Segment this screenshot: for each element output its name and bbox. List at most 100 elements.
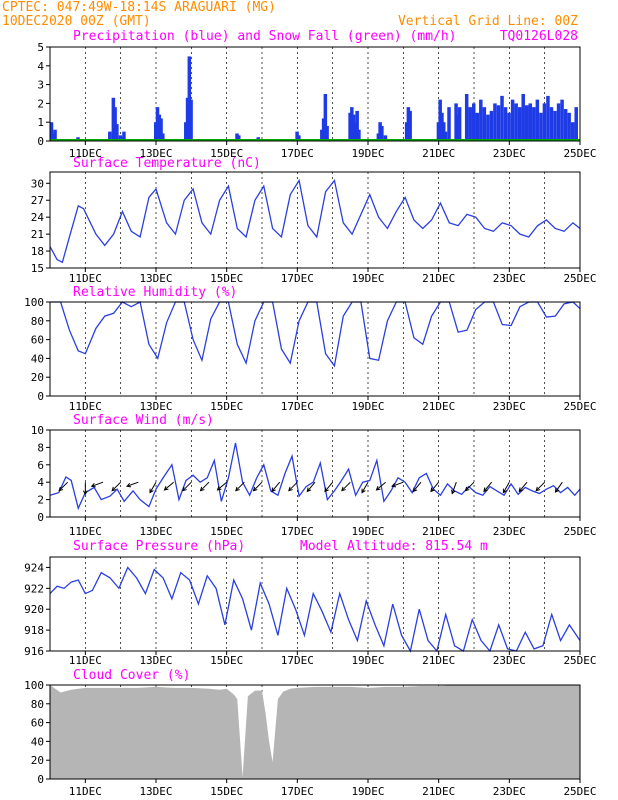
y-tick-label: 20: [31, 371, 44, 384]
x-tick-label: 17DEC: [281, 785, 314, 798]
y-tick-label: 60: [31, 717, 44, 730]
precip-bar: [539, 112, 543, 141]
x-tick-label: 15DEC: [210, 785, 243, 798]
x-tick-label: 25DEC: [563, 785, 596, 798]
wind-arrow-head: [111, 486, 117, 492]
precip-bar: [556, 103, 561, 141]
x-tick-label: 25DEC: [563, 147, 596, 160]
wind-arrow-head: [252, 486, 258, 492]
precip-bar: [108, 131, 112, 141]
precip-bar: [348, 112, 352, 141]
x-tick-label: 15DEC: [210, 147, 243, 160]
y-tick-label: 0: [37, 773, 44, 786]
wind-arrow: [111, 481, 122, 492]
wind-arrow: [288, 481, 298, 492]
wind-arrow-head: [502, 488, 508, 494]
wind-arrow-head: [412, 487, 418, 493]
y-tick-label: 80: [31, 698, 44, 711]
y-tick-label: 922: [24, 582, 44, 595]
x-tick-label: 17DEC: [281, 525, 314, 538]
model-code: TQ0126L028: [500, 29, 578, 44]
wind-arrow-head: [90, 482, 96, 488]
x-tick-label: 13DEC: [139, 785, 172, 798]
series-line: [50, 301, 581, 368]
x-tick-label: 19DEC: [351, 272, 384, 285]
panel-frame: [49, 46, 581, 142]
y-tick-label: 8: [37, 441, 44, 454]
precip-bar: [53, 129, 57, 141]
precip-bar: [521, 94, 525, 141]
panel-title: Surface Pressure (hPa): [73, 539, 245, 554]
x-tick-label: 13DEC: [139, 400, 172, 413]
x-tick-label: 11DEC: [69, 654, 102, 667]
y-tick-label: 80: [31, 315, 44, 328]
x-tick-label: 13DEC: [139, 272, 172, 285]
x-tick-label: 25DEC: [563, 525, 596, 538]
wind-arrow: [391, 481, 404, 487]
panel-frame: [49, 684, 581, 780]
precip-bar: [154, 122, 158, 141]
y-tick-label: 100: [24, 679, 44, 692]
precip-bar: [155, 107, 160, 141]
x-tick-label: 11DEC: [69, 272, 102, 285]
x-tick-label: 17DEC: [281, 400, 314, 413]
wind-arrow: [164, 481, 174, 491]
wind-arrow: [58, 481, 69, 492]
precip-bar: [436, 122, 441, 141]
wind-arrow: [182, 481, 192, 492]
wind-arrow-head: [430, 487, 435, 493]
precip-bar: [528, 103, 533, 141]
wind-arrow-head: [464, 486, 470, 492]
wind-arrow: [253, 481, 263, 492]
y-tick-label: 30: [31, 177, 44, 190]
wind-arrow-head: [182, 486, 187, 492]
precip-bar: [408, 110, 412, 141]
y-tick-label: 5: [37, 41, 44, 54]
precip-bar: [157, 114, 162, 141]
wind-arrow: [91, 481, 104, 487]
precip-bar: [353, 122, 358, 141]
wind-arrow-head: [271, 487, 276, 493]
wind-arrow: [451, 482, 457, 494]
precip-bar: [404, 122, 409, 141]
wind-arrow: [341, 481, 351, 492]
series-line: [49, 566, 581, 653]
precip-bar: [350, 107, 354, 141]
y-tick-label: 21: [31, 228, 44, 241]
x-tick-label: 23DEC: [493, 525, 526, 538]
x-tick-label: 15DEC: [210, 525, 243, 538]
precip-bar: [457, 107, 462, 141]
precip-bar: [321, 118, 326, 141]
x-tick-label: 11DEC: [69, 785, 102, 798]
x-tick-label: 21DEC: [422, 525, 455, 538]
precip-bar: [443, 131, 448, 141]
panel-frame: [49, 301, 581, 397]
wind-arrow-head: [324, 487, 329, 493]
y-tick-label: 60: [31, 334, 44, 347]
x-tick-label: 17DEC: [281, 147, 314, 160]
precip-bar: [187, 56, 192, 141]
wind-arrow: [376, 481, 386, 491]
cloud-area: [50, 685, 580, 779]
wind-arrow: [502, 481, 510, 493]
precip-bar: [553, 110, 557, 141]
wind-arrow: [465, 481, 475, 492]
precip-bar: [159, 118, 163, 141]
panels-group: Precipitation (blue) and Snow Fall (gree…: [24, 29, 596, 798]
wind-arrow: [126, 481, 139, 487]
wind-arrow-head: [483, 487, 488, 493]
panel-2: Relative Humidity (%) 0 20 40 60 80 100 11DEC 13…: [24, 285, 596, 413]
precip-bar: [542, 103, 547, 141]
x-tick-label: 11DEC: [69, 525, 102, 538]
precip-bar: [560, 99, 564, 141]
wind-arrow-head: [216, 486, 222, 491]
wind-arrow: [217, 481, 227, 491]
y-tick-label: 10: [31, 424, 44, 437]
precip-bar: [475, 112, 480, 141]
x-tick-label: 19DEC: [351, 654, 384, 667]
wind-arrow-head: [149, 488, 154, 494]
precip-bar: [479, 99, 483, 141]
panel-title: Precipitation (blue) and Snow Fall (gree…: [73, 29, 457, 44]
precip-bar: [237, 135, 241, 141]
